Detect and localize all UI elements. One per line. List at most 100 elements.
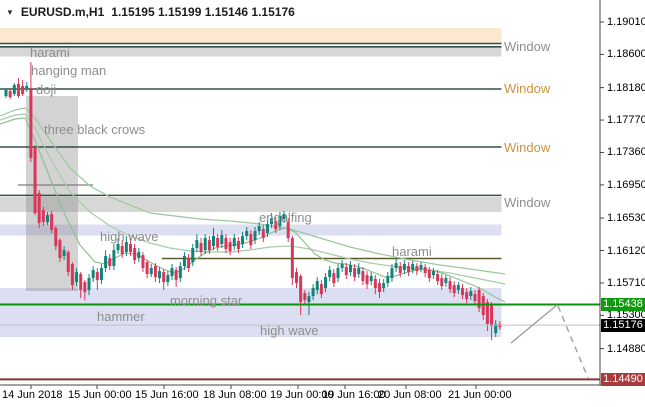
candle-bullish: [369, 276, 373, 282]
candle-bearish: [207, 240, 211, 251]
candle-bearish: [452, 285, 456, 294]
candle-bearish: [21, 86, 25, 95]
candle-bearish: [353, 268, 357, 278]
candle-bullish: [357, 268, 361, 275]
chart-dropdown-icon: ▼: [6, 7, 14, 17]
candle-bearish: [477, 290, 481, 309]
candle-bullish: [104, 256, 108, 269]
candle-bearish: [224, 238, 228, 250]
candle-bearish: [398, 266, 402, 274]
candle-bullish: [158, 271, 162, 279]
price-badge-resistance: 1.15438: [601, 297, 645, 311]
candle-bearish: [290, 238, 294, 279]
candle-bullish: [149, 268, 153, 275]
candle-bearish: [249, 234, 253, 246]
candle-bearish: [153, 266, 157, 278]
candle-bullish: [203, 238, 207, 251]
candle-bearish: [461, 288, 464, 296]
candle-bullish: [99, 268, 103, 281]
candle-bullish: [265, 224, 269, 234]
candle-bearish: [361, 271, 365, 282]
candle-bullish: [25, 86, 29, 89]
candle-bullish: [178, 266, 182, 279]
candle-bullish: [328, 270, 332, 278]
candle-bullish: [241, 236, 245, 245]
zone-band-lavender-high-wave: [0, 224, 502, 236]
candle-bearish: [295, 272, 298, 284]
candle-bearish: [33, 147, 37, 214]
zone-band-lavender-support: [0, 288, 502, 337]
candle-bullish: [444, 278, 448, 284]
price-badge-bid: 1.15176: [601, 318, 645, 332]
candle-bullish: [311, 288, 315, 297]
candle-bearish: [481, 296, 485, 316]
candle-bullish: [324, 277, 328, 289]
candle-bearish: [465, 292, 469, 300]
candle-bearish: [373, 279, 377, 289]
candle-bearish: [344, 267, 348, 276]
candle-bullish: [307, 296, 311, 303]
candle-bullish: [220, 235, 224, 245]
candle-bearish: [378, 283, 381, 293]
candle-bearish: [50, 214, 54, 231]
candle-bullish: [253, 231, 257, 241]
chart-title: ▼ EURUSD.m,H1 1.15195 1.15199 1.15146 1.…: [6, 5, 295, 19]
candle-bearish: [303, 293, 307, 301]
candle-bearish: [440, 278, 444, 287]
candle-bearish: [120, 246, 124, 255]
candle-bullish: [4, 90, 8, 97]
candle-bullish: [116, 244, 120, 251]
candle-bullish: [336, 268, 340, 279]
candle-bullish: [245, 231, 249, 237]
candle-bearish: [174, 270, 178, 281]
candle-bearish: [108, 258, 112, 267]
window-band-peach: [0, 28, 502, 44]
candle-bearish: [141, 255, 145, 269]
candle-bullish: [91, 270, 95, 279]
candle-bullish: [390, 268, 394, 279]
candle-bearish: [162, 272, 166, 283]
candle-bearish: [274, 221, 278, 230]
candle-bullish: [191, 248, 195, 263]
candle-bullish: [182, 256, 186, 267]
candle-bearish: [228, 242, 232, 252]
candle-bullish: [137, 252, 141, 259]
window-band-gray-mid: [0, 196, 502, 212]
candle-bearish: [286, 222, 290, 239]
candle-bullish: [124, 242, 128, 253]
candle-bearish: [365, 275, 369, 285]
candle-bullish: [494, 324, 498, 334]
candle-bullish: [278, 216, 282, 227]
candle-bearish: [319, 284, 323, 295]
projection-line-up: [510, 304, 558, 344]
candle-bullish: [394, 263, 398, 269]
candle-bearish: [79, 274, 83, 291]
candle-bullish: [62, 250, 66, 257]
candle-bearish: [473, 294, 477, 302]
candle-bullish: [282, 214, 286, 220]
candle-bullish: [195, 240, 199, 249]
candle-bullish: [386, 276, 390, 284]
candle-bearish: [332, 273, 336, 284]
candle-bearish: [145, 262, 149, 275]
candle-bearish: [216, 238, 220, 248]
candle-bearish: [236, 241, 240, 250]
candle-bearish: [58, 240, 62, 259]
candle-bearish: [37, 193, 41, 224]
candle-bearish: [407, 266, 411, 273]
candle-bearish: [199, 243, 203, 253]
candle-bearish: [427, 270, 431, 279]
candle-bullish: [112, 250, 116, 267]
candle-bullish: [411, 264, 415, 271]
candle-bearish: [485, 302, 489, 325]
candle-bearish: [83, 282, 87, 293]
candle-bullish: [402, 264, 406, 271]
candle-bearish: [415, 266, 419, 272]
candle-bullish: [456, 285, 460, 291]
candle-bullish: [212, 236, 215, 247]
candle-bearish: [66, 252, 70, 273]
candle-bearish: [95, 272, 99, 281]
candle-bearish: [423, 267, 427, 274]
